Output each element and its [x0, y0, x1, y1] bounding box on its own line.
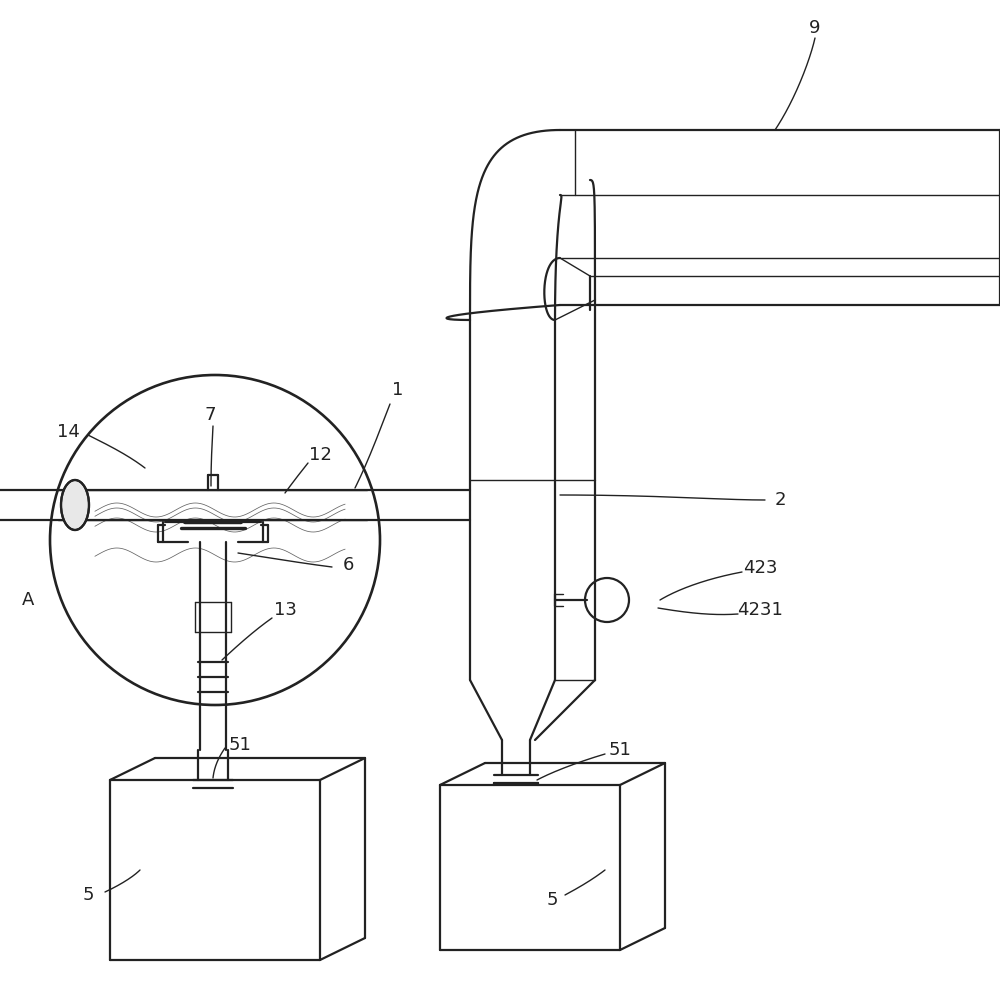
Ellipse shape	[61, 480, 89, 530]
Text: A: A	[22, 591, 34, 609]
Text: 12: 12	[309, 446, 331, 464]
Text: 5: 5	[546, 891, 558, 909]
Text: 7: 7	[204, 406, 216, 424]
Text: 1: 1	[392, 381, 404, 399]
Text: 13: 13	[274, 601, 296, 619]
Text: 51: 51	[229, 736, 251, 754]
Text: 9: 9	[809, 19, 821, 37]
Text: 4231: 4231	[737, 601, 783, 619]
Text: 14: 14	[57, 423, 79, 441]
Text: 5: 5	[82, 886, 94, 904]
Text: 2: 2	[774, 491, 786, 509]
Text: 423: 423	[743, 559, 777, 577]
Text: 6: 6	[342, 556, 354, 574]
Text: 51: 51	[609, 741, 631, 759]
